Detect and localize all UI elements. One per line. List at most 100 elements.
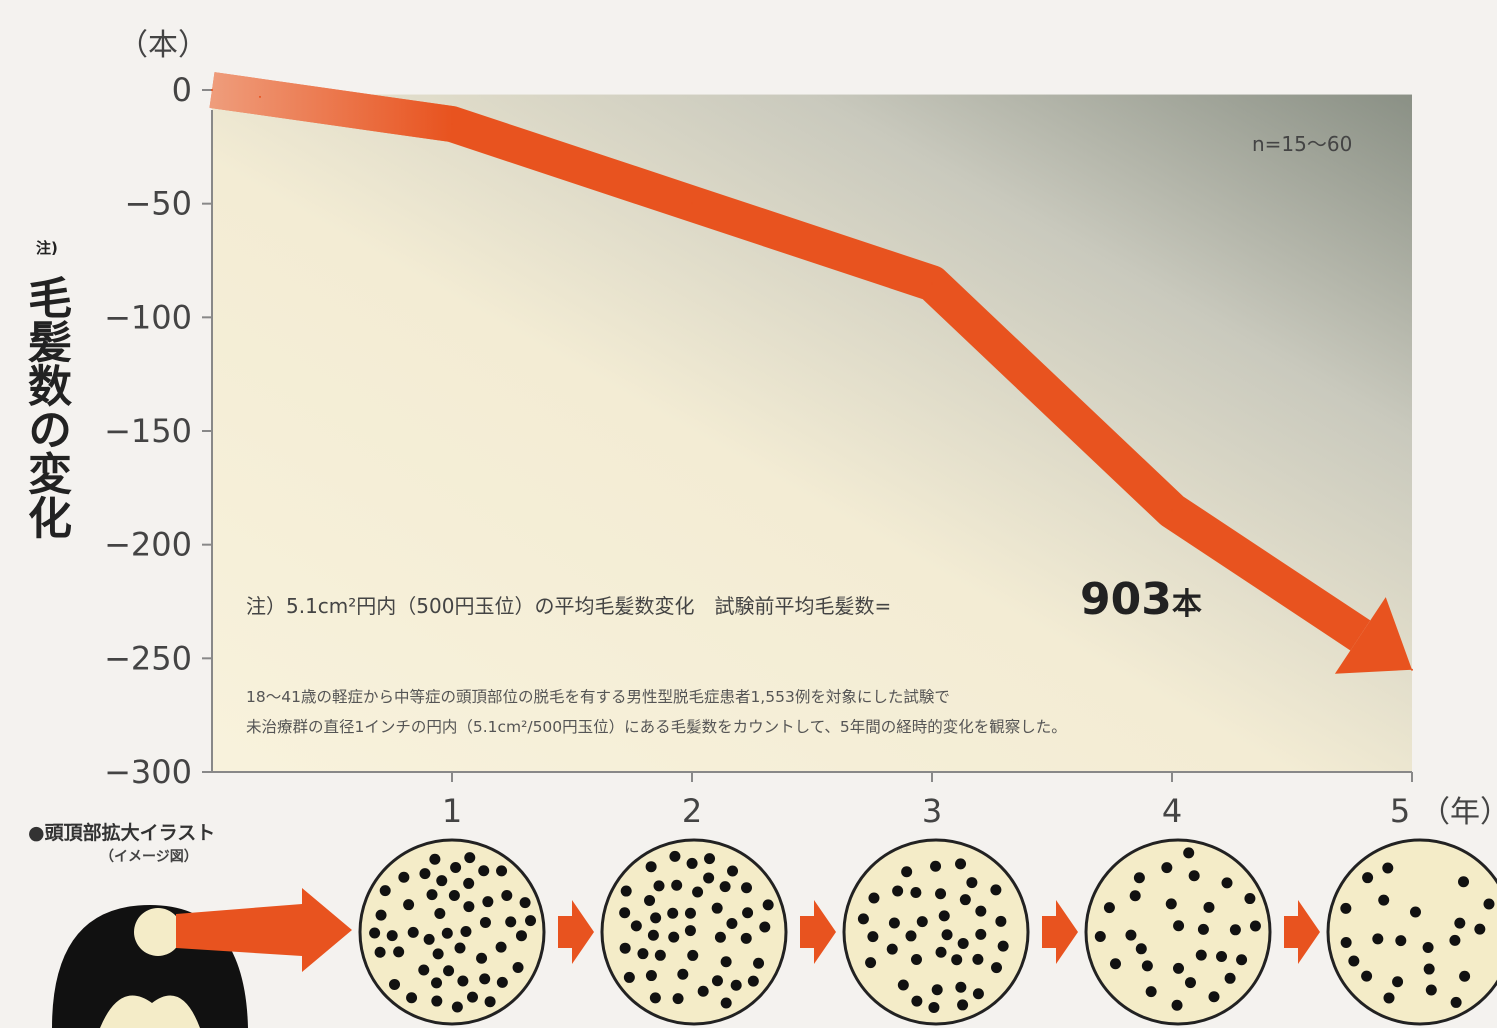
hair-dot (451, 1001, 463, 1013)
hair-dot (931, 984, 943, 996)
hair-dot (418, 964, 430, 976)
y-tick-label: −100 (104, 298, 192, 336)
hair-dot (645, 861, 657, 873)
data-point (691, 202, 693, 205)
hair-dot (484, 996, 496, 1008)
step-arrow (800, 900, 836, 964)
x-tick-label: 5 (1390, 792, 1410, 830)
hair-dot (653, 880, 665, 892)
hair-dot (1378, 894, 1390, 906)
sample-size-note: n=15〜60 (1252, 132, 1353, 156)
step-arrow (1284, 900, 1320, 964)
data-point (1411, 668, 1413, 671)
hair-dot (434, 908, 446, 920)
data-point (1171, 509, 1173, 512)
hair-dot (1362, 872, 1374, 884)
hair-dot (991, 962, 1003, 974)
hair-dot (930, 860, 942, 872)
hair-dot (730, 979, 742, 991)
scalp-circle (1326, 838, 1497, 1026)
hair-dot (407, 926, 419, 938)
hair-dot (916, 916, 928, 928)
measurement-note: 注）5.1cm²円内（500円玉位）の平均毛髪数変化 試験前平均毛髪数= (246, 594, 892, 618)
hair-dot (406, 992, 418, 1004)
hair-dot (714, 931, 726, 943)
hair-dot (1244, 893, 1256, 905)
hair-dot (419, 868, 431, 880)
hair-dot (888, 917, 900, 929)
data-point (259, 95, 261, 98)
hair-dot (1392, 976, 1404, 988)
hair-dot (868, 892, 880, 904)
y-tick-label: 0 (172, 71, 192, 109)
hair-dot (720, 956, 732, 968)
hair-dot (398, 871, 410, 883)
crown-spot (134, 908, 182, 956)
hair-dot (762, 899, 774, 911)
y-tick-label: −200 (104, 526, 192, 564)
y-unit-label: （本） (118, 28, 208, 63)
hair-dot (747, 975, 759, 987)
hair-dot (955, 981, 967, 993)
hair-dot (1340, 902, 1352, 914)
hair-dot (369, 927, 381, 939)
hair-dot (753, 957, 765, 969)
hair-dot (901, 866, 913, 878)
hair-dot (479, 916, 491, 928)
hair-dot (910, 954, 922, 966)
x-tick-label: 2 (682, 792, 702, 830)
hair-dot (692, 886, 704, 898)
hair-dot (647, 929, 659, 941)
hair-dot (972, 953, 984, 965)
hair-dot (667, 907, 679, 919)
hair-dot (727, 865, 739, 877)
baseline-count-value: 903 (1080, 574, 1172, 625)
hair-dot (1450, 996, 1462, 1008)
hair-dot (1229, 924, 1241, 936)
scalp-circle-outline (1326, 838, 1497, 1026)
hair-dot (479, 973, 491, 985)
hair-dot (865, 957, 877, 969)
hair-dot (1184, 977, 1196, 989)
hair-dot (1423, 963, 1435, 975)
x-tick-label: 4 (1162, 792, 1182, 830)
hair-dot (1216, 950, 1228, 962)
hair-dot (1161, 862, 1173, 874)
hair-dot (740, 932, 752, 944)
hair-dot (432, 948, 444, 960)
hair-dot (1183, 847, 1195, 859)
baseline-count: 903本 (1080, 574, 1202, 625)
hair-dot (501, 889, 513, 901)
hair-dot (697, 985, 709, 997)
hair-dot (955, 858, 967, 870)
hair-dot (935, 946, 947, 958)
hair-dot (505, 916, 517, 928)
hair-dot (719, 881, 731, 893)
study-description-line-1: 18〜41歳の軽症から中等症の頭頂部位の脱毛を有する男性型脱毛症患者1,553例… (246, 688, 950, 706)
hair-dot (1171, 999, 1183, 1011)
y-tick-label: −300 (104, 753, 192, 791)
hair-dot (951, 954, 963, 966)
illustration-title: ●頭頂部拡大イラスト (28, 822, 216, 844)
hair-dot (686, 857, 698, 869)
hair-dot (941, 929, 953, 941)
hair-dot (1340, 936, 1352, 948)
illustration-subtitle: （イメージ図） (100, 849, 198, 865)
hair-dot (389, 978, 401, 990)
hair-dot (619, 907, 631, 919)
hair-dot (467, 991, 479, 1003)
hair-dot (478, 865, 490, 877)
scalp-circle-outline (1084, 838, 1272, 1026)
hair-dot (1454, 917, 1466, 929)
data-point (931, 282, 933, 285)
hair-dot (959, 894, 971, 906)
study-description-line-2: 未治療群の直径1インチの円内（5.1cm²/500円玉位）にある毛髪数をカウント… (246, 718, 1067, 736)
hair-dot (386, 930, 398, 942)
hair-dot (448, 890, 460, 902)
hair-dot (886, 943, 898, 955)
hair-dot (1361, 970, 1373, 982)
hair-dot (975, 928, 987, 940)
hair-dot (1188, 870, 1200, 882)
hair-dot (704, 853, 716, 865)
hair-dot (1221, 877, 1233, 889)
